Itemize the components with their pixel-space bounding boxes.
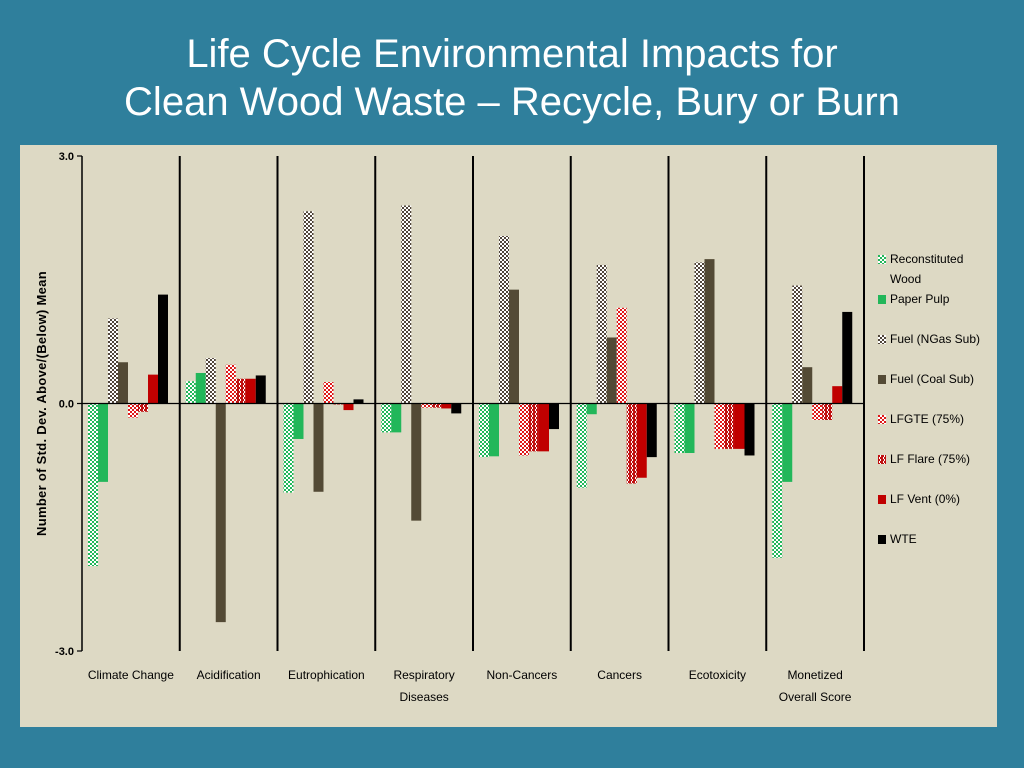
bar-fuel-ngas-sub-cancers (596, 264, 607, 404)
legend-swatch-lf-flare-75 (878, 455, 886, 464)
bar-fuel-ngas-sub-non-cancers (499, 236, 509, 404)
bar-wte-non-cancers (549, 403, 559, 430)
bar-fuel-coal-sub-respiratory-diseases (411, 403, 422, 521)
bar-wte-climate-change (158, 294, 168, 404)
x-tick-label-climate-change: Climate Change (88, 668, 174, 682)
bar-wte-ecotoxicity (744, 403, 755, 456)
bar-fuel-ngas-sub-monetized-overall-score (792, 285, 803, 404)
bar-lfgte-75-monetized-overall-score (812, 403, 823, 420)
legend-swatch-paper-pulp (878, 295, 886, 304)
bar-reconstituted-wood-respiratory-diseases (381, 403, 392, 433)
x-tick-label-non-cancers: Non-Cancers (487, 668, 558, 682)
bar-fuel-coal-sub-monetized-overall-score (802, 367, 813, 404)
bar-lf-vent-0-ecotoxicity (734, 403, 745, 449)
bar-reconstituted-wood-ecotoxicity (674, 403, 685, 453)
title-line-1: Life Cycle Environmental Impacts for (186, 32, 838, 76)
bar-lfgte-75-acidification (225, 364, 236, 404)
legend-label-lf-vent-0: LF Vent (0%) (890, 492, 960, 506)
bar-lfgte-75-respiratory-diseases (421, 403, 432, 408)
bar-fuel-coal-sub-cancers (606, 337, 617, 404)
bar-wte-respiratory-diseases (451, 403, 462, 414)
bar-fuel-coal-sub-eutrophication (313, 403, 324, 492)
bar-lf-vent-0-climate-change (148, 374, 158, 404)
bar-lf-flare-75-non-cancers (529, 403, 539, 452)
legend-swatch-lf-vent-0 (878, 495, 886, 504)
bar-wte-acidification (255, 375, 266, 404)
bar-reconstituted-wood-eutrophication (283, 403, 294, 493)
bar-reconstituted-wood-non-cancers (479, 403, 489, 458)
bar-lfgte-75-eutrophication (323, 382, 334, 404)
bar-lfgte-75-ecotoxicity (714, 403, 725, 449)
bar-lf-flare-75-ecotoxicity (724, 403, 735, 449)
bar-fuel-coal-sub-non-cancers (509, 289, 519, 404)
legend-label-lf-flare-75: LF Flare (75%) (890, 452, 970, 466)
bar-wte-cancers (646, 403, 657, 458)
bar-lfgte-75-non-cancers (519, 403, 529, 456)
bar-lf-vent-0-monetized-overall-score (832, 386, 843, 404)
bar-paper-pulp-acidification (195, 372, 206, 404)
bar-fuel-ngas-sub-respiratory-diseases (401, 205, 412, 404)
bar-fuel-coal-sub-ecotoxicity (704, 259, 715, 404)
bar-chart: 3.0 0.0 -3.0 Number of Std. Dev. Above/(Bel… (34, 151, 980, 704)
y-tick-label: -3.0 (55, 646, 74, 658)
bar-paper-pulp-respiratory-diseases (391, 403, 402, 433)
bar-fuel-ngas-sub-acidification (205, 358, 216, 404)
bar-reconstituted-wood-monetized-overall-score (772, 403, 783, 558)
x-tick-label-ecotoxicity: Ecotoxicity (689, 668, 746, 682)
slide-title: Life Cycle Environmental Impacts for Cle… (0, 30, 1024, 126)
legend-swatch-fuel-coal-sub (878, 375, 886, 384)
legend-swatch-lfgte-75 (878, 415, 886, 424)
x-tick-label-acidification: Acidification (197, 668, 261, 682)
bar-fuel-ngas-sub-climate-change (108, 318, 118, 404)
bar-wte-monetized-overall-score (842, 311, 853, 404)
bar-paper-pulp-eutrophication (293, 403, 304, 439)
bar-lfgte-75-climate-change (128, 403, 138, 418)
x-tick-label-eutrophication: Eutrophication (288, 668, 365, 682)
bar-paper-pulp-non-cancers (489, 403, 499, 457)
bar-fuel-ngas-sub-eutrophication (303, 211, 314, 404)
bar-reconstituted-wood-acidification (185, 381, 196, 404)
bar-reconstituted-wood-climate-change (88, 403, 98, 567)
x-tick-label-monetized-overall-score: Monetized Overall Score (779, 668, 852, 704)
title-line-2: Clean Wood Waste – Recycle, Bury or Burn (124, 80, 900, 124)
x-tick-label-respiratory-diseases: Respiratory Diseases (393, 668, 454, 704)
bar-wte-eutrophication (353, 399, 364, 404)
legend-label-wte: WTE (890, 532, 917, 546)
y-tick-label: 3.0 (59, 151, 74, 163)
bar-lf-flare-75-monetized-overall-score (822, 403, 833, 420)
legend-label-paper-pulp: Paper Pulp (890, 292, 950, 306)
bar-fuel-coal-sub-climate-change (118, 362, 128, 404)
bar-lf-vent-0-eutrophication (343, 403, 354, 411)
x-tick-label-cancers: Cancers (597, 668, 642, 682)
bar-lf-vent-0-non-cancers (539, 403, 549, 452)
legend-swatch-reconstituted-wood (878, 255, 886, 264)
bar-paper-pulp-ecotoxicity (684, 403, 695, 453)
legend-swatch-wte (878, 535, 886, 544)
bar-paper-pulp-climate-change (98, 403, 108, 482)
bar-paper-pulp-cancers (586, 403, 597, 415)
bar-lf-flare-75-climate-change (138, 403, 148, 412)
legend-label-reconstituted-wood: Reconstituted Wood (890, 252, 963, 286)
bar-reconstituted-wood-cancers (576, 403, 587, 488)
bar-lf-flare-75-respiratory-diseases (431, 403, 442, 408)
y-axis-title: Number of Std. Dev. Above/(Below) Mean (34, 271, 49, 536)
legend-swatch-fuel-ngas-sub (878, 335, 886, 344)
bar-lf-flare-75-acidification (235, 378, 246, 404)
bar-paper-pulp-monetized-overall-score (782, 403, 793, 482)
bar-fuel-ngas-sub-ecotoxicity (694, 262, 705, 404)
bar-lf-vent-0-acidification (245, 378, 256, 404)
bar-lf-vent-0-respiratory-diseases (441, 403, 452, 409)
legend-label-fuel-ngas-sub: Fuel (NGas Sub) (890, 332, 980, 346)
bar-fuel-coal-sub-acidification (215, 403, 226, 623)
bar-lf-flare-75-cancers (626, 403, 637, 484)
bar-lfgte-75-cancers (616, 307, 627, 404)
bar-lf-vent-0-cancers (636, 403, 647, 478)
legend-label-fuel-coal-sub: Fuel (Coal Sub) (890, 372, 974, 386)
y-tick-label: 0.0 (59, 399, 74, 411)
chart-panel: 3.0 0.0 -3.0 Number of Std. Dev. Above/(Bel… (20, 145, 997, 727)
legend-label-lfgte-75: LFGTE (75%) (890, 412, 964, 426)
